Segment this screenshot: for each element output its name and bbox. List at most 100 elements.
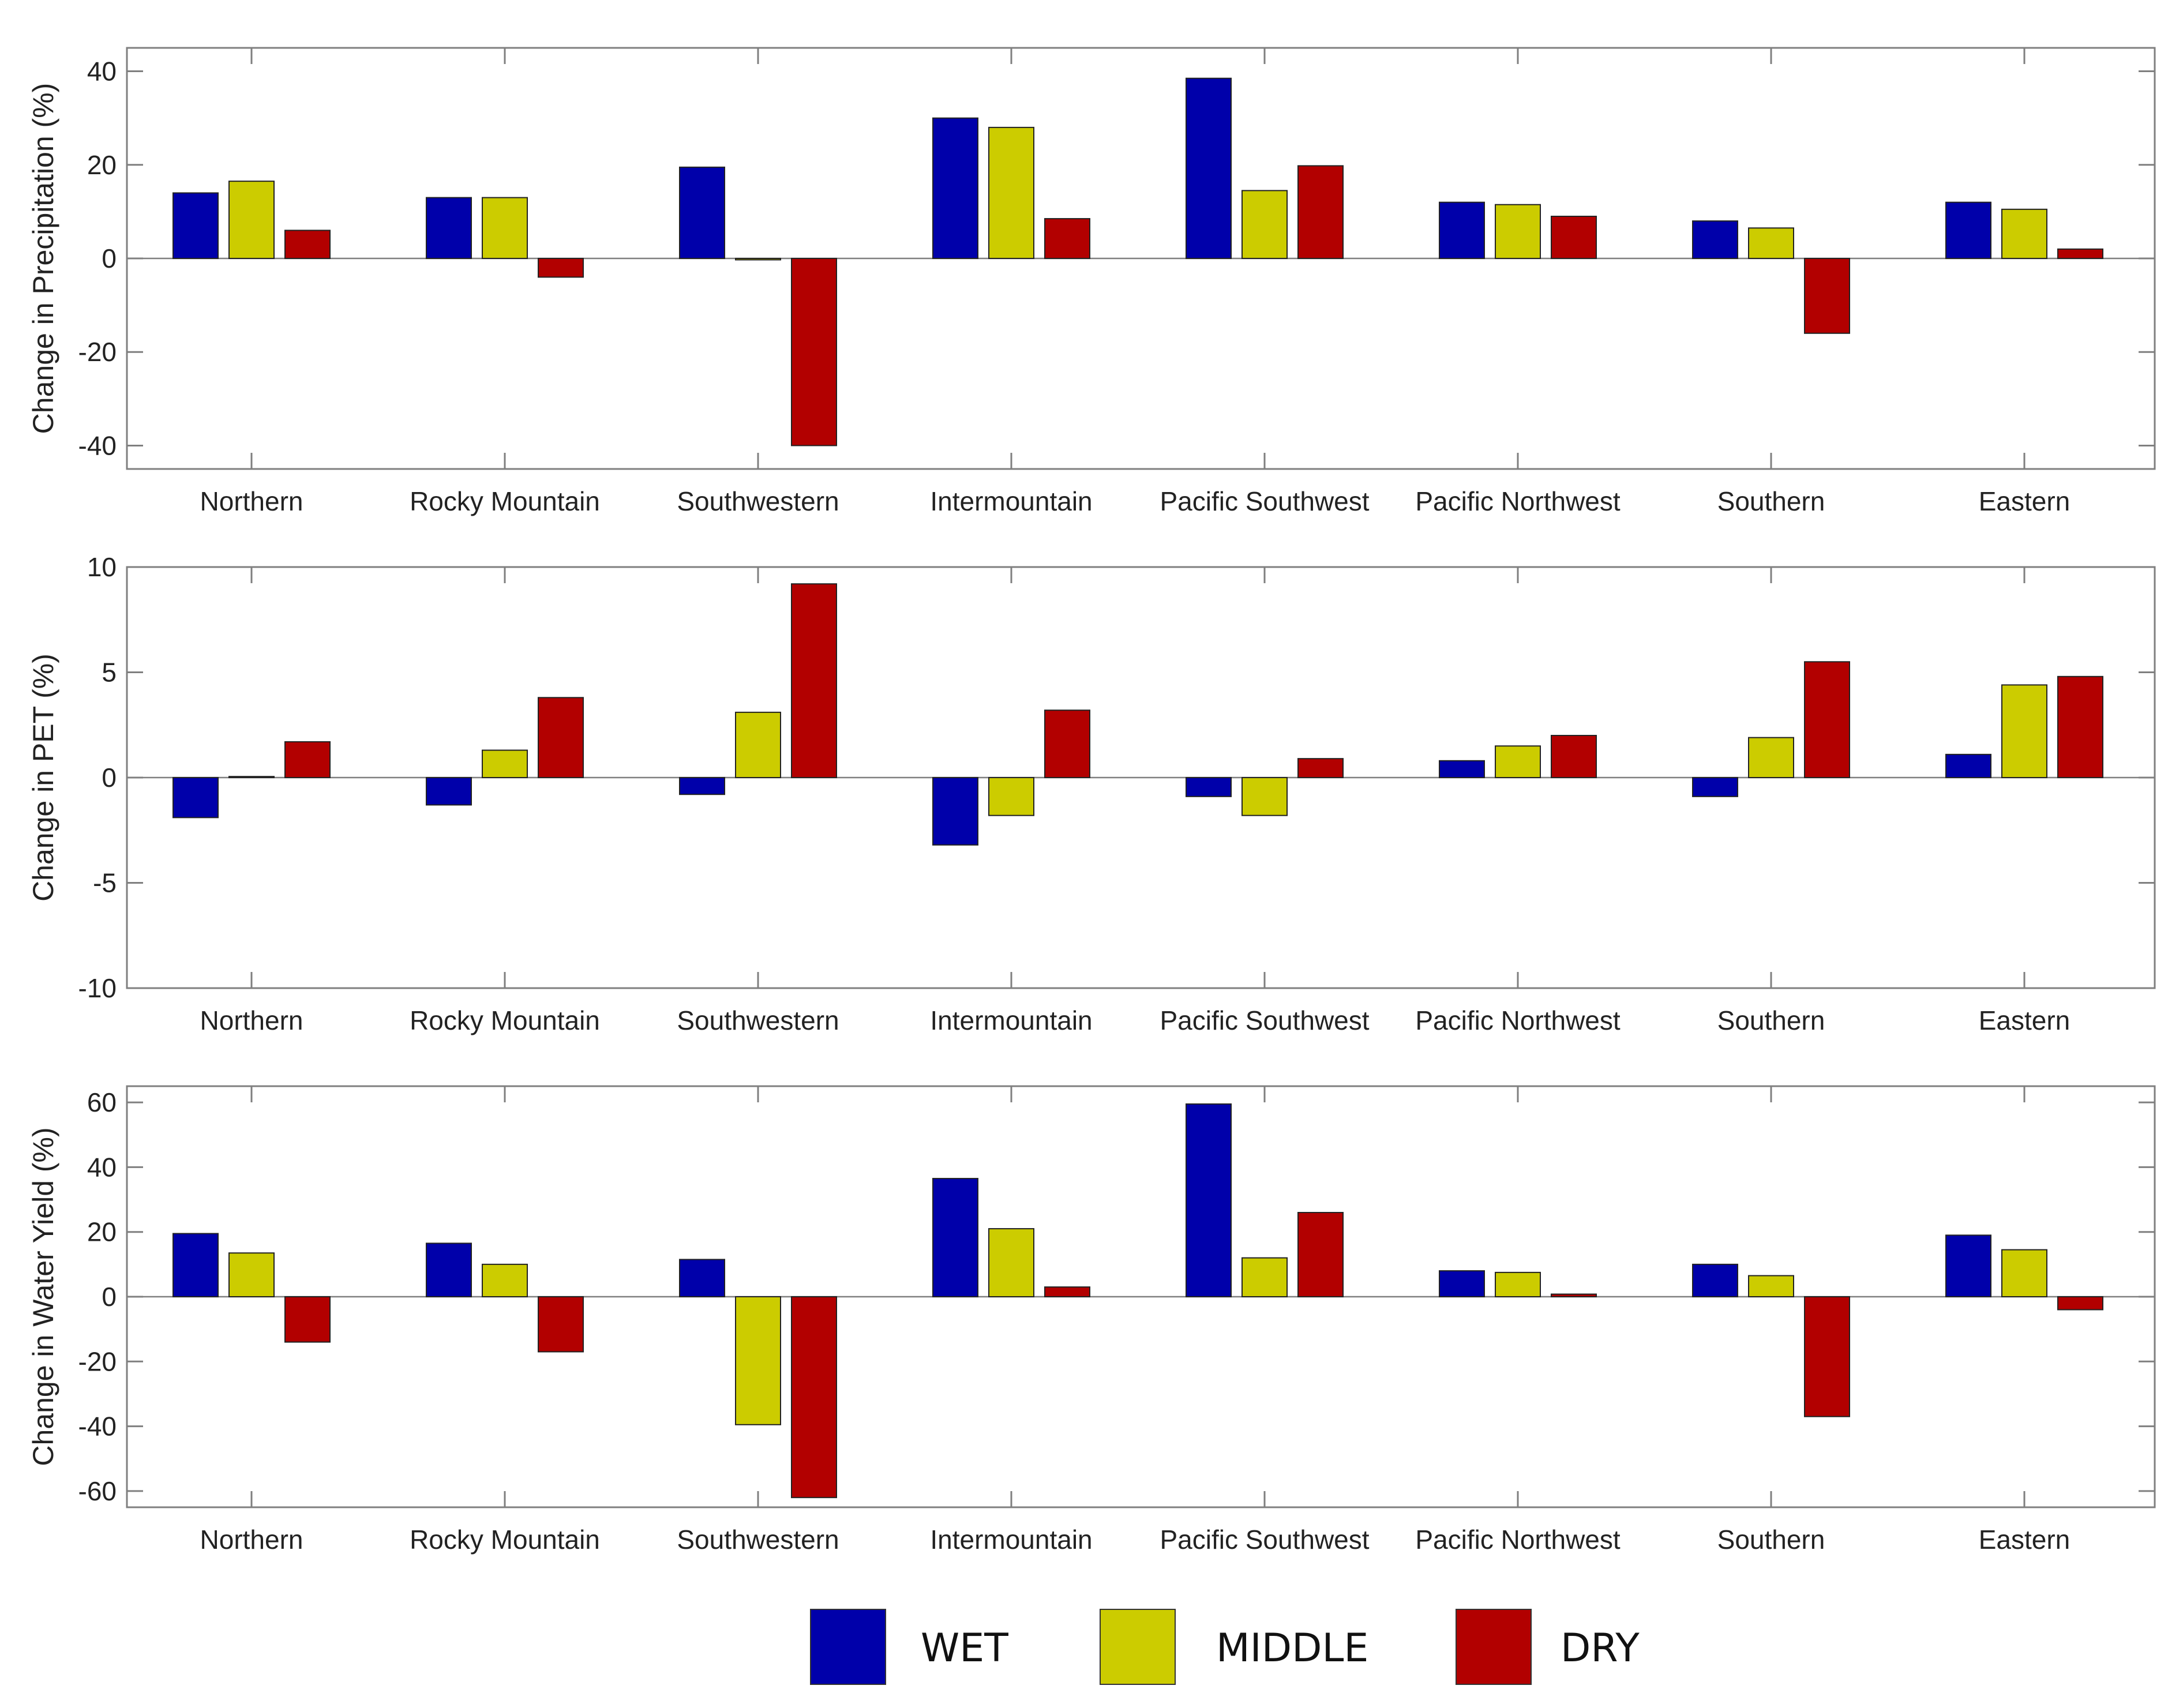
y-tick-label: 60 bbox=[87, 1087, 117, 1117]
bar-rocky-mountain-dry bbox=[538, 697, 584, 779]
bar-pacific-northwest-wet bbox=[1439, 1270, 1485, 1297]
x-tick-label-pacific-southwest: Pacific Southwest bbox=[1160, 486, 1369, 516]
x-tick-label-eastern: Eastern bbox=[1979, 486, 2071, 516]
x-tick-label-pacific-southwest: Pacific Southwest bbox=[1160, 1005, 1369, 1035]
bar-northern-wet bbox=[172, 192, 219, 260]
y-tick-label: -40 bbox=[78, 430, 117, 460]
bar-eastern-dry bbox=[2057, 675, 2103, 779]
bar-intermountain-wet bbox=[932, 777, 978, 846]
x-tick-label-rocky-mountain: Rocky Mountain bbox=[410, 1005, 600, 1035]
bar-pacific-southwest-wet bbox=[1186, 777, 1232, 797]
bar-southern-dry bbox=[1804, 661, 1850, 778]
x-tick-label-intermountain: Intermountain bbox=[930, 486, 1092, 516]
bar-intermountain-middle bbox=[988, 777, 1034, 816]
bar-rocky-mountain-dry bbox=[538, 1296, 584, 1353]
x-tick-label-southern: Southern bbox=[1717, 1525, 1825, 1555]
bar-pacific-southwest-dry bbox=[1297, 758, 1344, 779]
bar-pacific-northwest-middle bbox=[1495, 1271, 1541, 1297]
bar-southwestern-dry bbox=[791, 583, 837, 778]
y-tick-label: 20 bbox=[87, 1217, 117, 1247]
bar-intermountain-middle bbox=[988, 1228, 1034, 1297]
bar-rocky-mountain-middle bbox=[482, 197, 528, 259]
legend-swatch-middle bbox=[1100, 1609, 1176, 1685]
x-tick-label-southern: Southern bbox=[1717, 1005, 1825, 1035]
y-tick-label: 40 bbox=[87, 57, 117, 87]
bar-rocky-mountain-wet bbox=[426, 197, 472, 259]
x-tick-label-northern: Northern bbox=[200, 1005, 303, 1035]
bar-southern-middle bbox=[1748, 737, 1794, 779]
x-tick-label-pacific-northwest: Pacific Northwest bbox=[1415, 486, 1621, 516]
y-axis-title: Change in PET (%) bbox=[27, 654, 59, 902]
bar-southern-dry bbox=[1804, 1296, 1850, 1417]
bar-southern-wet bbox=[1692, 1263, 1738, 1298]
bar-southern-wet bbox=[1692, 777, 1738, 797]
bar-rocky-mountain-dry bbox=[538, 258, 584, 278]
bar-rocky-mountain-middle bbox=[482, 749, 528, 779]
bar-southwestern-wet bbox=[679, 777, 725, 795]
bar-intermountain-dry bbox=[1044, 218, 1090, 259]
bar-eastern-dry bbox=[2057, 248, 2103, 259]
x-tick-label-eastern: Eastern bbox=[1979, 1005, 2071, 1035]
bar-pacific-southwest-dry bbox=[1297, 165, 1344, 259]
y-axis-title: Change in Water Yield (%) bbox=[27, 1127, 59, 1466]
pet-panel: -10 -5 0 5 10 Northern Rocky Mountain Southwest… bbox=[27, 552, 2156, 1035]
bar-pacific-southwest-middle bbox=[1241, 777, 1288, 816]
bar-southwestern-dry bbox=[791, 1296, 837, 1499]
bar-southern-wet bbox=[1692, 220, 1738, 259]
precipitation-panel: -40 -20 0 20 40 Northern Rocky Mountain Southwe… bbox=[27, 47, 2156, 516]
bar-northern-wet bbox=[172, 1233, 219, 1297]
legend-swatch-dry bbox=[1456, 1609, 1532, 1685]
x-tick-label-northern: Northern bbox=[200, 1525, 303, 1555]
y-tick-label: 0 bbox=[102, 1282, 117, 1312]
bar-southwestern-wet bbox=[679, 1259, 725, 1298]
bar-northern-dry bbox=[284, 741, 331, 778]
x-tick-label-southwestern: Southwestern bbox=[677, 486, 839, 516]
y-tick-label: 5 bbox=[102, 658, 117, 688]
bar-pacific-northwest-wet bbox=[1439, 760, 1485, 779]
x-tick-label-rocky-mountain: Rocky Mountain bbox=[410, 486, 600, 516]
bar-northern-dry bbox=[284, 1296, 331, 1343]
bar-eastern-wet bbox=[1945, 753, 1991, 778]
y-axis-title: Change in Precipitation (%) bbox=[27, 83, 59, 434]
x-tick-label-northern: Northern bbox=[200, 486, 303, 516]
x-tick-label-eastern: Eastern bbox=[1979, 1525, 2071, 1555]
bar-rocky-mountain-wet bbox=[426, 777, 472, 806]
y-tick-label: 10 bbox=[87, 552, 117, 582]
legend-label-wet: WET bbox=[921, 1626, 1008, 1671]
x-tick-label-intermountain: Intermountain bbox=[930, 1525, 1092, 1555]
bar-pacific-southwest-wet bbox=[1186, 1103, 1232, 1298]
x-tick-label-southern: Southern bbox=[1717, 486, 1825, 516]
y-tick-label: 0 bbox=[102, 763, 117, 793]
bar-southwestern-dry bbox=[791, 258, 837, 446]
bar-northern-dry bbox=[284, 230, 331, 260]
bar-pacific-southwest-middle bbox=[1241, 190, 1288, 259]
bar-eastern-wet bbox=[1945, 201, 1991, 259]
x-tick-label-southwestern: Southwestern bbox=[677, 1525, 839, 1555]
water-yield-panel: -60 -40 -20 0 20 40 60 Northern Rocky Mountain So… bbox=[27, 1085, 2156, 1555]
bar-pacific-northwest-dry bbox=[1551, 216, 1597, 259]
bar-pacific-northwest-wet bbox=[1439, 201, 1485, 259]
bar-southwestern-wet bbox=[679, 166, 725, 260]
bar-eastern-middle bbox=[2001, 1249, 2047, 1297]
bar-northern-wet bbox=[172, 777, 219, 819]
bar-intermountain-wet bbox=[932, 1178, 978, 1297]
x-tick-label-intermountain: Intermountain bbox=[930, 1005, 1092, 1035]
bar-rocky-mountain-wet bbox=[426, 1242, 472, 1298]
y-tick-label: 20 bbox=[87, 150, 117, 180]
bar-intermountain-dry bbox=[1044, 710, 1090, 778]
bar-intermountain-dry bbox=[1044, 1286, 1090, 1297]
bar-pacific-southwest-wet bbox=[1186, 77, 1232, 259]
bar-eastern-wet bbox=[1945, 1234, 1991, 1297]
x-tick-label-southwestern: Southwestern bbox=[677, 1005, 839, 1035]
y-tick-label: -10 bbox=[78, 973, 117, 1003]
x-tick-label-rocky-mountain: Rocky Mountain bbox=[410, 1525, 600, 1555]
y-tick-label: -60 bbox=[78, 1476, 117, 1506]
bar-intermountain-wet bbox=[932, 117, 978, 259]
y-tick-label: -40 bbox=[78, 1412, 117, 1442]
bar-pacific-northwest-dry bbox=[1551, 735, 1597, 778]
legend-label-middle: MIDDLE bbox=[1216, 1626, 1368, 1671]
bar-southwestern-middle bbox=[735, 1296, 781, 1425]
legend-label-dry: DRY bbox=[1561, 1626, 1640, 1671]
bar-northern-middle bbox=[228, 1252, 275, 1298]
bar-rocky-mountain-middle bbox=[482, 1263, 528, 1298]
